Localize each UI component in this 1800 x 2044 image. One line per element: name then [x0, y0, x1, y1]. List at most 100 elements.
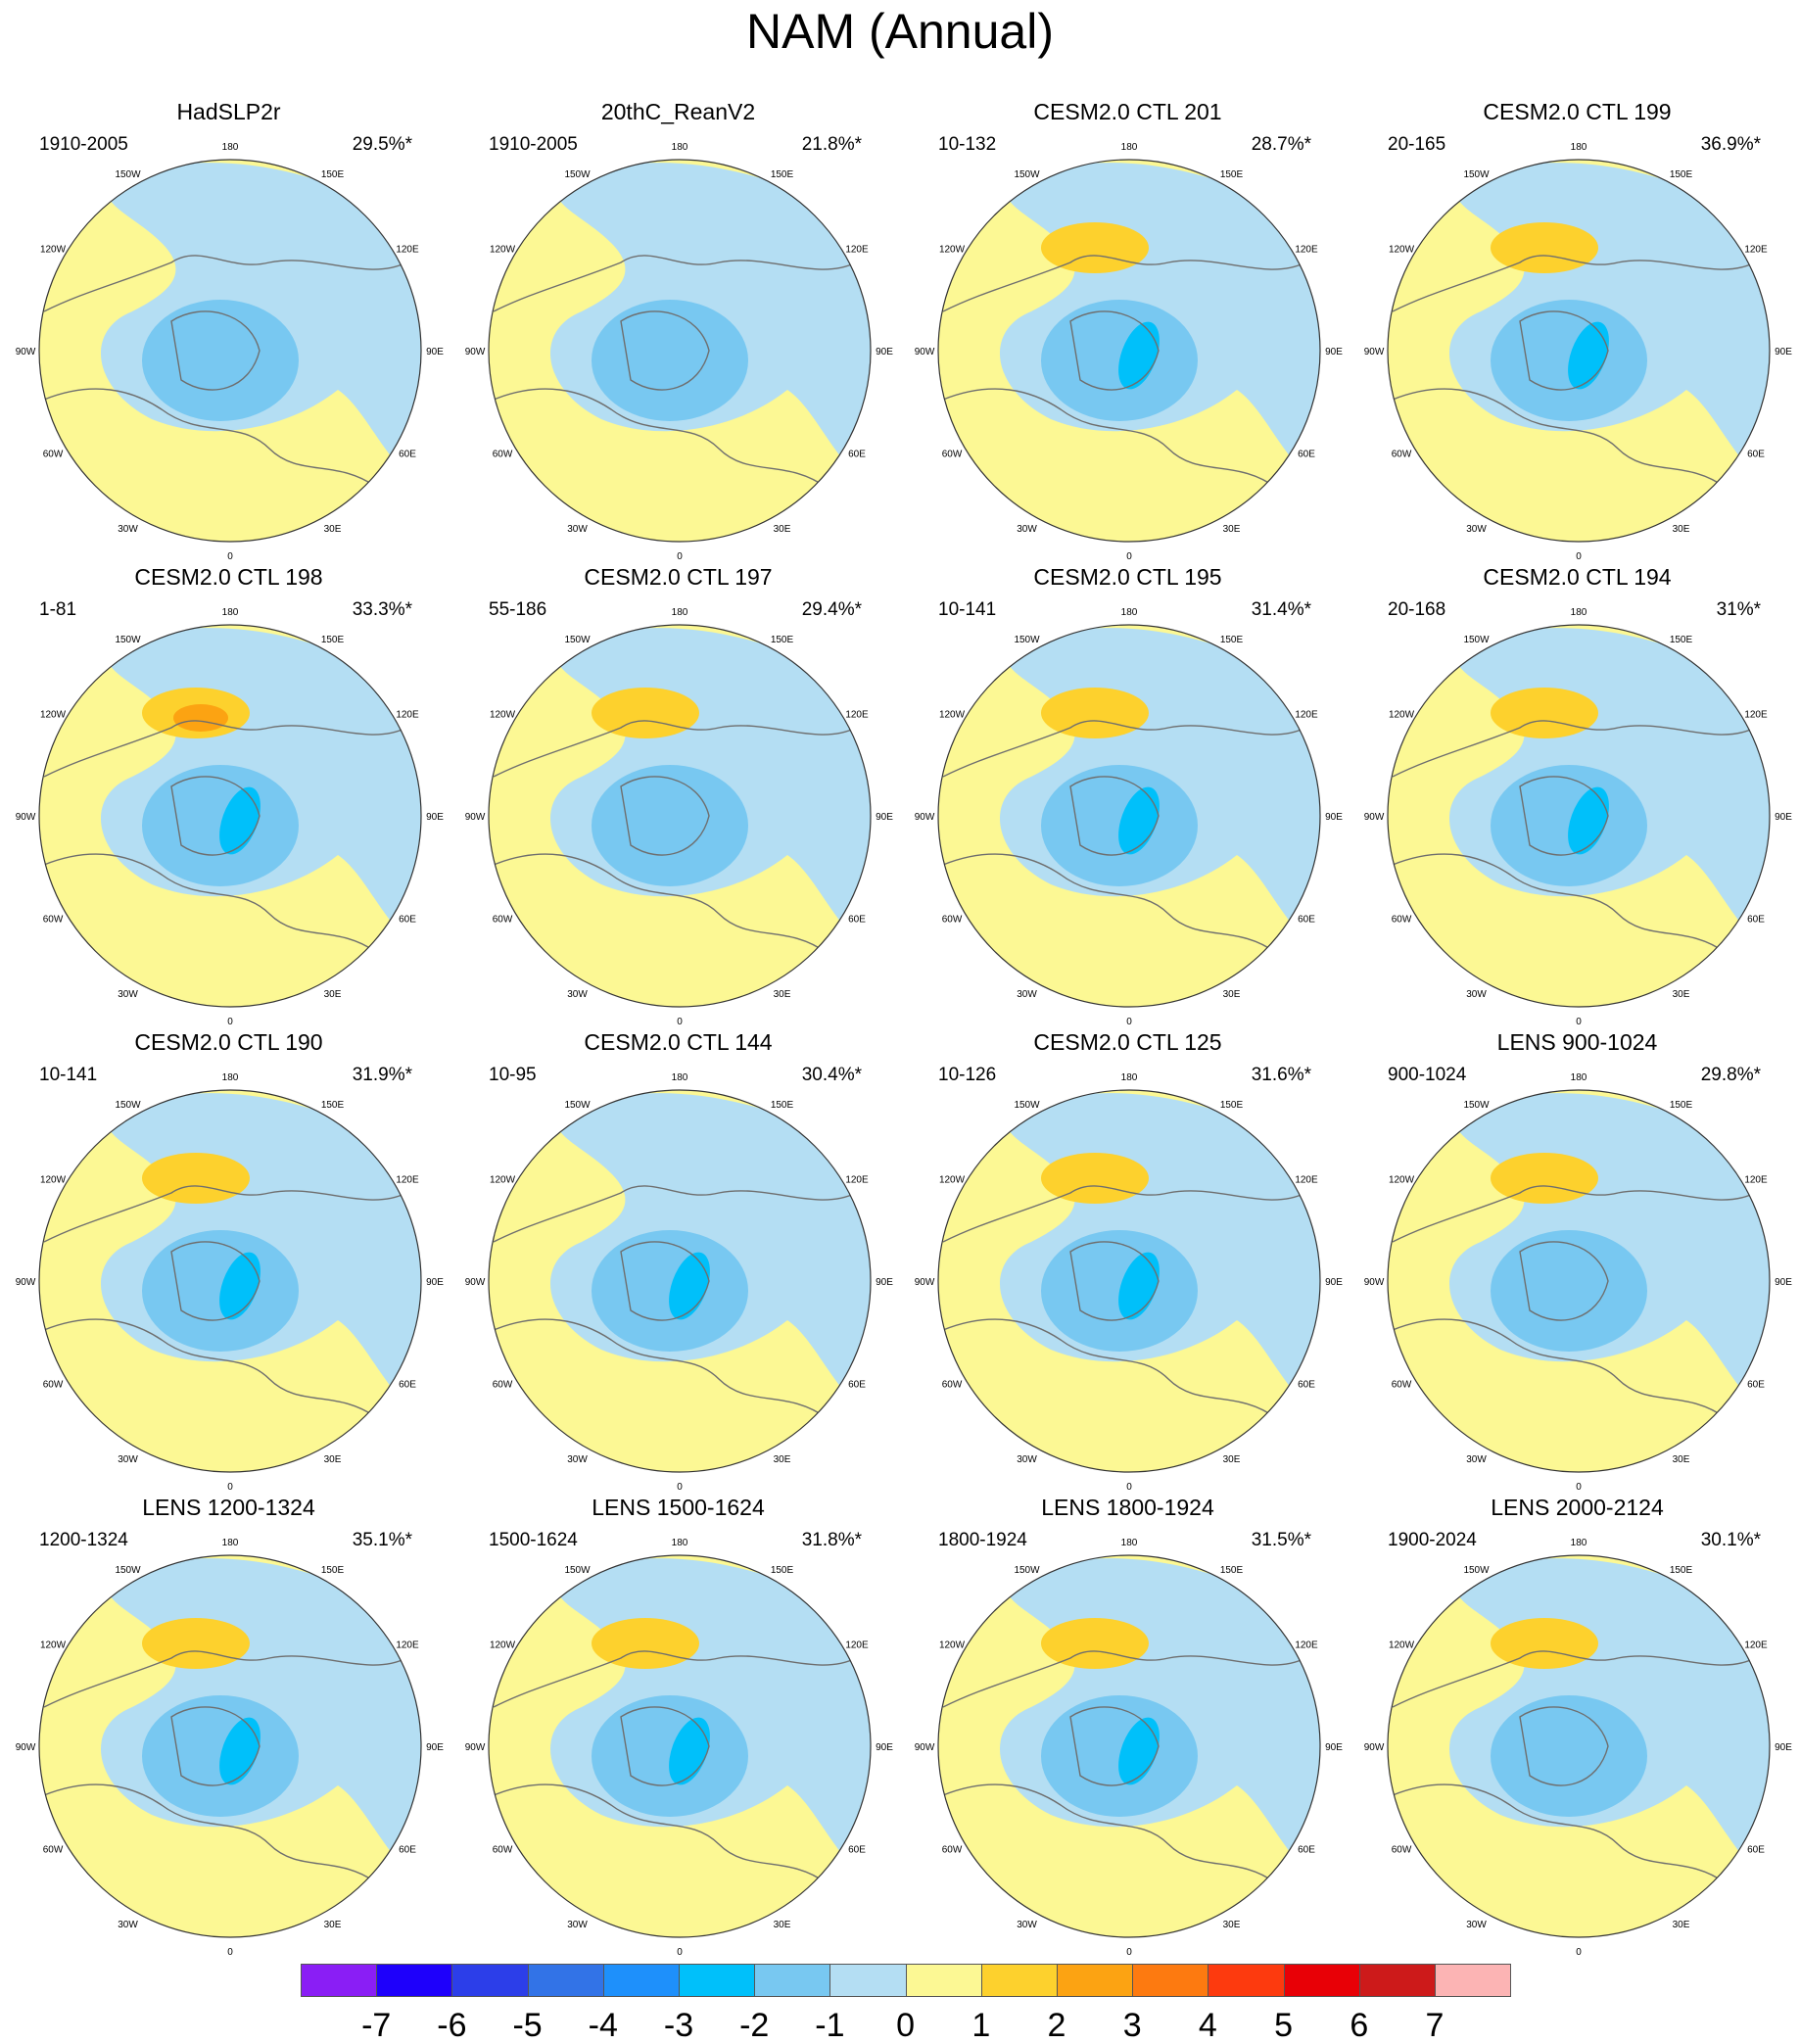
longitude-label: 90E	[876, 347, 893, 357]
longitude-label: 90W	[16, 1742, 36, 1753]
map-panel: CESM2.0 CTL 125 10-126 31.6%* 180 150E 120E 90…	[903, 1028, 1352, 1494]
longitude-label: 30W	[1017, 989, 1037, 1000]
longitude-label: 60E	[399, 915, 416, 926]
colorbar-swatch	[829, 1964, 907, 1997]
map-panel: CESM2.0 CTL 198 1-81 33.3%* 180 150E 120E 90E 6…	[4, 563, 453, 1028]
longitude-label: 150E	[1220, 1100, 1244, 1111]
longitude-label: 60W	[43, 915, 64, 926]
longitude-label: 0	[227, 1017, 233, 1027]
longitude-label: 150E	[1670, 1565, 1693, 1576]
negative-anomaly-core	[219, 786, 261, 855]
polar-map: 180 150E 120E 90E 60E 30E 0 30W 60W 90W 120W 150W	[1364, 607, 1793, 1027]
longitude-label: 180	[1571, 1538, 1587, 1548]
negative-anomaly-center	[1491, 1695, 1647, 1817]
panel-variance-percent: 31.6%*	[1251, 1065, 1311, 1085]
longitude-label: 120E	[396, 245, 419, 256]
map-panel: CESM2.0 CTL 144 10-95 30.4%* 180 150E 120E 90E…	[453, 1028, 903, 1494]
positive-anomaly-core	[173, 704, 228, 732]
longitude-label: 120E	[1295, 710, 1318, 721]
longitude-label: 0	[1126, 1482, 1132, 1493]
coastline	[942, 1650, 1306, 1884]
longitude-label: 120W	[1389, 1640, 1415, 1651]
longitude-label: 180	[1571, 142, 1587, 153]
positive-anomaly-center	[1041, 1153, 1149, 1204]
map-border	[38, 159, 422, 543]
panel-period: 1500-1624	[489, 1530, 578, 1550]
longitude-label: 120E	[1295, 1175, 1318, 1186]
negative-anomaly-core	[669, 1252, 710, 1320]
panel-period: 10-132	[938, 134, 997, 155]
polar-map: 180 150E 120E 90E 60E 30E 0 30W 60W 90W 120W 150W	[1364, 1072, 1793, 1493]
map-panel: 20thC_ReanV2 1910-2005 21.8%* 180 150E 120E 90…	[453, 98, 903, 563]
longitude-label: 150W	[115, 1565, 141, 1576]
longitude-label: 30E	[1673, 1454, 1690, 1465]
longitude-label: 150E	[321, 1100, 345, 1111]
longitude-label: 180	[672, 142, 688, 153]
longitude-label: 0	[677, 551, 683, 562]
panel-variance-percent: 36.9%*	[1700, 134, 1761, 155]
longitude-label: 180	[222, 1538, 239, 1548]
longitude-label: 0	[677, 1482, 683, 1493]
colorbar-swatch	[1057, 1964, 1134, 1997]
negative-anomaly-center	[592, 765, 748, 886]
longitude-label: 120W	[40, 1640, 67, 1651]
map-border	[488, 624, 872, 1008]
longitude-label: 30W	[118, 524, 138, 535]
positive-anomaly-center	[592, 688, 699, 738]
longitude-label: 90W	[915, 1277, 935, 1288]
negative-anomaly-core	[1568, 786, 1609, 855]
panel-title: HadSLP2r	[176, 99, 281, 124]
longitude-label: 60W	[942, 915, 963, 926]
panel-title: LENS 1800-1924	[1041, 1495, 1214, 1520]
longitude-label: 120W	[939, 245, 966, 256]
negative-anomaly-core	[219, 1252, 261, 1320]
negative-anomaly-center	[592, 1695, 748, 1817]
panel-title: CESM2.0 CTL 125	[1033, 1029, 1222, 1055]
longitude-label: 120W	[939, 1640, 966, 1651]
panel-title: 20thC_ReanV2	[600, 99, 756, 124]
longitude-label: 60E	[1298, 1380, 1315, 1391]
map-panel: CESM2.0 CTL 190 10-141 31.9%* 180 150E 120E 90…	[4, 1028, 453, 1494]
longitude-label: 120E	[396, 710, 419, 721]
map-border	[1387, 159, 1771, 543]
negative-anomaly-core	[1118, 321, 1160, 390]
longitude-label: 0	[1126, 1017, 1132, 1027]
longitude-label: 60E	[848, 1380, 866, 1391]
panel-variance-percent: 31.5%*	[1251, 1530, 1311, 1550]
positive-anomaly-center	[1491, 1618, 1598, 1669]
longitude-label: 120W	[939, 1175, 966, 1186]
longitude-label: 120E	[845, 1175, 869, 1186]
negative-anomaly-core	[1118, 1252, 1160, 1320]
longitude-label: 30E	[324, 1920, 342, 1930]
map-border	[1387, 1089, 1771, 1473]
longitude-label: 150E	[321, 169, 345, 180]
colorbar-tick-label: 4	[1198, 2007, 1217, 2044]
panel-title: LENS 900-1024	[1496, 1029, 1658, 1055]
longitude-label: 120E	[396, 1640, 419, 1651]
longitude-label: 120W	[40, 245, 67, 256]
longitude-label: 180	[672, 1072, 688, 1083]
longitude-label: 180	[1121, 607, 1138, 618]
longitude-label: 0	[227, 1482, 233, 1493]
map-border	[937, 624, 1321, 1008]
colorbar-tick-label: -6	[437, 2007, 467, 2044]
longitude-label: 90W	[915, 812, 935, 823]
longitude-label: 90W	[465, 1742, 486, 1753]
longitude-label: 150W	[564, 635, 591, 645]
longitude-label: 150E	[321, 635, 345, 645]
longitude-label: 90E	[876, 812, 893, 823]
longitude-label: 0	[227, 551, 233, 562]
longitude-label: 90E	[1775, 347, 1792, 357]
longitude-label: 90W	[915, 347, 935, 357]
panel-period: 10-141	[938, 599, 997, 620]
longitude-label: 120W	[490, 1175, 516, 1186]
map-panel: HadSLP2r 1910-2005 29.5%* 180 150E 120E 90E 60E…	[4, 98, 453, 563]
map-border	[937, 159, 1321, 543]
main-title: NAM (Annual)	[746, 4, 1054, 59]
negative-anomaly-center	[1491, 1230, 1647, 1352]
longitude-label: 30E	[1223, 524, 1241, 535]
panel-variance-percent: 28.7%*	[1251, 134, 1311, 155]
polar-map: 180 150E 120E 90E 60E 30E 0 30W 60W 90W 120W 150W	[915, 1538, 1344, 1958]
longitude-label: 150W	[1014, 169, 1040, 180]
panel-title: CESM2.0 CTL 201	[1033, 99, 1222, 124]
